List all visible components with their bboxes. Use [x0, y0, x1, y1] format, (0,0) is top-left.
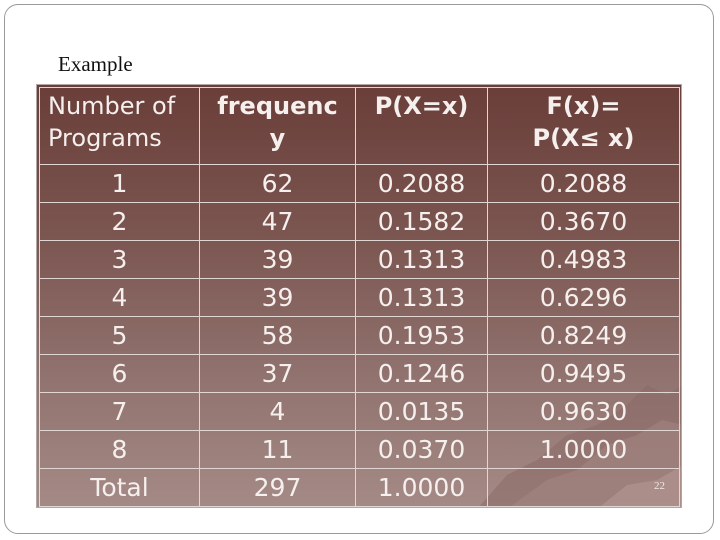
- table-cell: 3: [39, 240, 200, 279]
- table-row: 8 11 0.0370 1.0000: [39, 430, 680, 469]
- header-probability: P(X=x): [355, 87, 488, 165]
- table-cell: 0.8249: [487, 316, 680, 355]
- header-cumulative: F(x)= P(X≤ x): [487, 87, 680, 165]
- table-cell: 37: [199, 354, 356, 393]
- table-row: 1 62 0.2088 0.2088: [39, 164, 680, 203]
- table-cell: 7: [39, 392, 200, 431]
- table-cell: 0.1313: [355, 278, 488, 317]
- table-cell: 0.0370: [355, 430, 488, 469]
- table-cell: 0.0135: [355, 392, 488, 431]
- table-cell: 0.1246: [355, 354, 488, 393]
- table-cell: 0.1313: [355, 240, 488, 279]
- header-line: frequenc: [217, 92, 338, 120]
- table-cell: 0.2088: [487, 164, 680, 203]
- table-cell: 39: [199, 240, 356, 279]
- probability-table: Number of Programs frequenc y P(X=x) F(x)=…: [39, 87, 680, 507]
- table-cell: 47: [199, 202, 356, 241]
- table-cell: 0.9630: [487, 392, 680, 431]
- table-cell: 297: [199, 468, 356, 507]
- table-row: 3 39 0.1313 0.4983: [39, 240, 680, 279]
- table-cell: [487, 468, 680, 507]
- table-row: 2 47 0.1582 0.3670: [39, 202, 680, 241]
- table-cell: 0.1953: [355, 316, 488, 355]
- table-cell: 4: [199, 392, 356, 431]
- table-cell: 11: [199, 430, 356, 469]
- table-row: 6 37 0.1246 0.9495: [39, 354, 680, 393]
- header-line: P(X=x): [374, 92, 469, 120]
- table-cell: 5: [39, 316, 200, 355]
- table-cell: 6: [39, 354, 200, 393]
- table-cell: 4: [39, 278, 200, 317]
- header-line: y: [269, 124, 286, 152]
- table-total-row: Total 297 1.0000: [39, 468, 680, 507]
- header-line: F(x)=: [546, 92, 621, 120]
- table-cell: 0.2088: [355, 164, 488, 203]
- table-row: 4 39 0.1313 0.6296: [39, 278, 680, 317]
- table-cell: 0.6296: [487, 278, 680, 317]
- table-cell: 1.0000: [355, 468, 488, 507]
- table-cell: 58: [199, 316, 356, 355]
- table-cell: 62: [199, 164, 356, 203]
- table-cell: Total: [39, 468, 200, 507]
- header-frequency: frequenc y: [199, 87, 356, 165]
- table-cell: 39: [199, 278, 356, 317]
- table-header-row: Number of Programs frequenc y P(X=x) F(x)=…: [39, 87, 680, 165]
- table-row: 5 58 0.1953 0.8249: [39, 316, 680, 355]
- table-cell: 1.0000: [487, 430, 680, 469]
- slide-title: Example: [58, 52, 133, 76]
- table-cell: 2: [39, 202, 200, 241]
- table-row: 7 4 0.0135 0.9630: [39, 392, 680, 431]
- table-cell: 8: [39, 430, 200, 469]
- table-cell: 0.1582: [355, 202, 488, 241]
- header-number-of-programs: Number of Programs: [39, 87, 200, 165]
- header-line: Programs: [48, 124, 162, 152]
- table-cell: 1: [39, 164, 200, 203]
- table-cell: 0.4983: [487, 240, 680, 279]
- header-line: P(X≤ x): [532, 124, 635, 152]
- table-panel: Number of Programs frequenc y P(X=x) F(x)=…: [36, 84, 682, 508]
- table-cell: 0.9495: [487, 354, 680, 393]
- table-cell: 0.3670: [487, 202, 680, 241]
- header-line: Number of: [48, 92, 176, 120]
- page-number: 22: [654, 480, 665, 492]
- slide-frame: [4, 4, 714, 534]
